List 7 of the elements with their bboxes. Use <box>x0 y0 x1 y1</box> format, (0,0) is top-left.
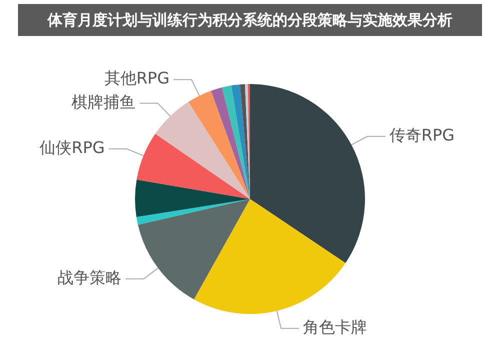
slice-label: 战争策略 <box>58 268 122 288</box>
slice-label: 仙侠RPG <box>40 138 105 158</box>
slice-label: 棋牌捕鱼 <box>72 92 136 112</box>
chart-title: 体育月度计划与训练行为积分系统的分段策略与实施效果分析 <box>18 4 482 36</box>
slice-label: 传奇RPG <box>389 126 455 145</box>
slice-label: 其他RPG <box>104 68 170 88</box>
slice-label: 角色卡牌 <box>303 317 368 336</box>
